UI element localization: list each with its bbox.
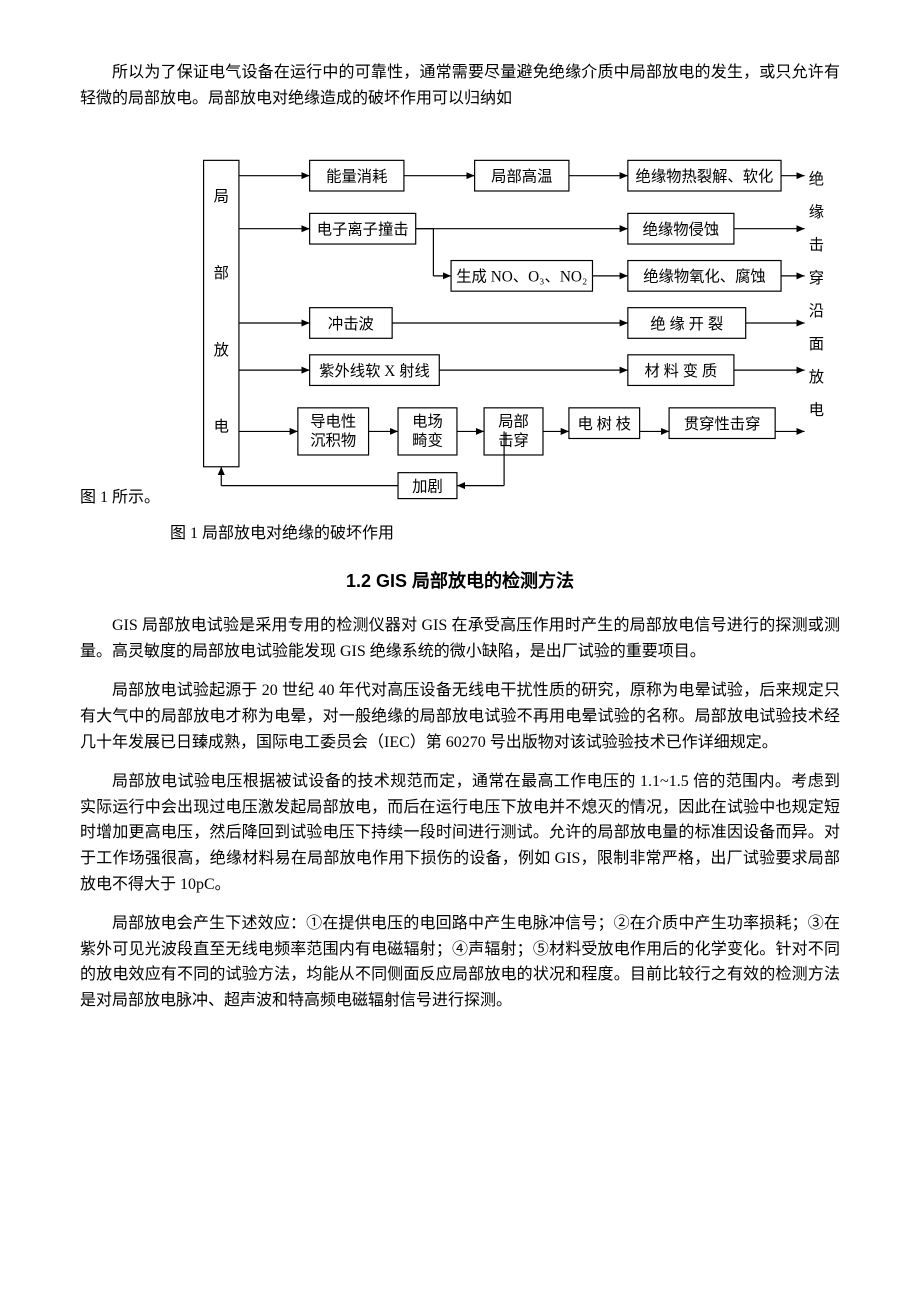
body-paragraph-4: 局部放电会产生下述效应：①在提供电压的电回路中产生电脉冲信号；②在介质中产生功率… bbox=[80, 911, 840, 1013]
svg-text:导电性: 导电性 bbox=[310, 414, 356, 431]
svg-text:加剧: 加剧 bbox=[412, 479, 443, 496]
section-1-2-title: 1.2 GIS 局部放电的检测方法 bbox=[80, 567, 840, 596]
body-paragraph-1: GIS 局部放电试验是采用专用的检测仪器对 GIS 在承受高压作用时产生的局部放… bbox=[80, 613, 840, 664]
svg-text:电场: 电场 bbox=[412, 414, 443, 431]
svg-text:沉积物: 沉积物 bbox=[310, 433, 356, 450]
svg-text:穿: 穿 bbox=[809, 270, 824, 287]
svg-text:放: 放 bbox=[214, 342, 229, 359]
svg-text:绝: 绝 bbox=[809, 171, 824, 188]
svg-text:电: 电 bbox=[214, 419, 229, 436]
svg-text:电 树 枝: 电 树 枝 bbox=[577, 416, 631, 433]
svg-text:沿: 沿 bbox=[809, 303, 824, 320]
svg-text:电子离子撞击: 电子离子撞击 bbox=[317, 221, 409, 239]
svg-text:放: 放 bbox=[809, 369, 824, 386]
figure-1-inline-text: 图 1 所示。 bbox=[80, 485, 160, 511]
body-paragraph-2: 局部放电试验起源于 20 世纪 40 年代对高压设备无线电干扰性质的研究，原称为… bbox=[80, 678, 840, 755]
svg-text:局部高温: 局部高温 bbox=[491, 169, 552, 186]
svg-text:面: 面 bbox=[809, 336, 824, 353]
svg-text:局: 局 bbox=[214, 189, 229, 206]
svg-text:部: 部 bbox=[214, 265, 229, 282]
svg-text:材 料 变 质: 材 料 变 质 bbox=[645, 363, 718, 380]
svg-text:冲击波: 冲击波 bbox=[328, 316, 374, 333]
svg-text:能量消耗: 能量消耗 bbox=[326, 169, 387, 186]
intro-paragraph: 所以为了保证电气设备在运行中的可靠性，通常需要尽量避免绝缘介质中局部放电的发生，… bbox=[80, 60, 840, 111]
svg-text:绝缘物氧化、腐蚀: 绝缘物氧化、腐蚀 bbox=[643, 268, 766, 286]
figure-1-diagram: 局部放电绝缘击穿沿面放电能量消耗局部高温绝缘物热裂解、软化电子离子撞击绝缘物侵蚀… bbox=[180, 125, 840, 511]
figure-1-caption: 图 1 局部放电对绝缘的破坏作用 bbox=[170, 521, 840, 547]
figure-1-wrap: 图 1 所示。 局部放电绝缘击穿沿面放电能量消耗局部高温绝缘物热裂解、软化电子离… bbox=[80, 125, 840, 511]
svg-text:畸变: 畸变 bbox=[412, 433, 443, 450]
svg-text:缘: 缘 bbox=[809, 204, 824, 221]
body-paragraph-3: 局部放电试验电压根据被试设备的技术规范而定，通常在最高工作电压的 1.1~1.5… bbox=[80, 769, 840, 897]
svg-text:绝缘物热裂解、软化: 绝缘物热裂解、软化 bbox=[636, 169, 774, 186]
svg-text:电: 电 bbox=[809, 402, 824, 419]
svg-text:绝缘物侵蚀: 绝缘物侵蚀 bbox=[643, 222, 720, 239]
svg-text:击穿: 击穿 bbox=[498, 433, 529, 450]
svg-text:贯穿性击穿: 贯穿性击穿 bbox=[684, 416, 761, 433]
svg-text:局部: 局部 bbox=[498, 414, 529, 431]
svg-text:绝 缘 开 裂: 绝 缘 开 裂 bbox=[650, 316, 723, 333]
svg-text:生成 NO、O₃、NO₂: 生成 NO、O₃、NO₂ bbox=[456, 269, 587, 286]
svg-text:紫外线软 X 射线: 紫外线软 X 射线 bbox=[319, 363, 430, 380]
svg-text:击: 击 bbox=[809, 237, 824, 254]
flowchart-svg: 局部放电绝缘击穿沿面放电能量消耗局部高温绝缘物热裂解、软化电子离子撞击绝缘物侵蚀… bbox=[180, 125, 840, 502]
